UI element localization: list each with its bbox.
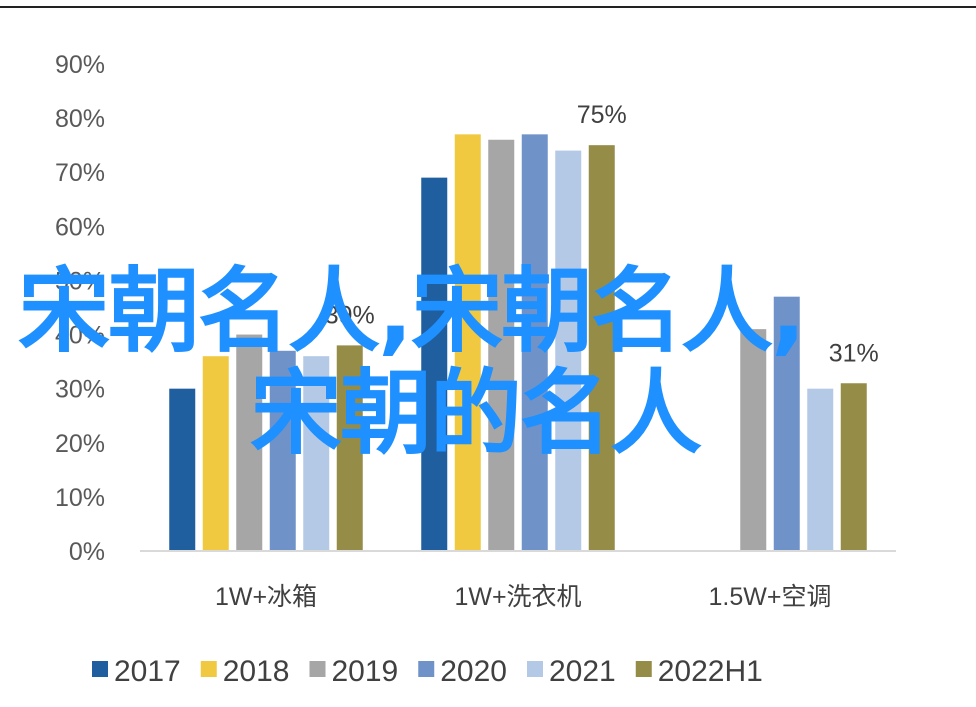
legend-label: 2017 [114, 655, 181, 688]
bar-2021 [555, 150, 582, 552]
legend-item-2017: 2017 [92, 655, 181, 688]
bar-2019 [488, 139, 515, 551]
data-label: 31% [829, 339, 879, 367]
legend-item-2020: 2020 [418, 655, 507, 688]
y-tick-label: 40% [55, 322, 105, 350]
y-axis: 0% 10% 20% 30% 40% 50% 60% 70% 80% 90% [55, 51, 105, 566]
legend-label: 2022H1 [658, 655, 763, 688]
legend-label: 2019 [332, 655, 399, 688]
legend-swatch [92, 661, 108, 677]
bar-2018 [202, 356, 229, 551]
bar-2021 [807, 388, 834, 551]
y-tick-label: 90% [55, 51, 105, 79]
bar-2018 [454, 134, 481, 551]
bar-2019 [740, 329, 767, 551]
legend-swatch [635, 661, 652, 677]
bar-2017 [169, 388, 196, 551]
legend-label: 2021 [549, 655, 616, 688]
x-axis-categories: 1W+冰箱 1W+洗衣机 1.5W+空调 [215, 583, 832, 611]
data-labels: 39% 75% 31% [325, 101, 879, 367]
bar-2020 [773, 296, 800, 551]
legend-swatch [200, 661, 217, 677]
legend-item-2019: 2019 [309, 655, 399, 688]
y-tick-label: 20% [55, 430, 105, 458]
bar-2017 [421, 177, 448, 551]
data-label: 75% [577, 101, 627, 129]
y-tick-label: 80% [55, 105, 105, 133]
bar-2022H1 [588, 145, 615, 551]
bar-2021 [303, 356, 330, 551]
legend-swatch [527, 661, 543, 677]
legend-swatch [309, 661, 326, 677]
bars [169, 134, 867, 552]
y-tick-label: 50% [55, 267, 105, 295]
top-border-line [0, 6, 976, 8]
overlay-title-line-2: 宋朝的名人 [250, 360, 702, 467]
overlay-title-line-1: 宋朝名人,宋朝名人, [18, 258, 806, 365]
legend-label: 2020 [440, 655, 507, 688]
bar-2022H1 [840, 383, 867, 551]
legend-label: 2018 [223, 655, 290, 688]
x-category-label: 1W+洗衣机 [454, 583, 581, 611]
bar-2020 [269, 350, 296, 551]
legend-swatch [418, 661, 435, 677]
y-tick-label: 60% [55, 213, 105, 241]
y-tick-label: 0% [69, 538, 105, 566]
y-tick-label: 30% [55, 376, 105, 404]
x-category-label: 1.5W+空调 [709, 583, 832, 611]
y-tick-label: 10% [55, 484, 105, 512]
bar-2022H1 [336, 345, 363, 551]
data-label: 39% [325, 301, 375, 329]
y-tick-label: 70% [55, 159, 105, 187]
legend-item-2021: 2021 [527, 655, 616, 688]
legend-item-2022H1: 2022H1 [635, 655, 763, 688]
legend-item-2018: 2018 [200, 655, 290, 688]
bar-2020 [521, 134, 548, 551]
legend: 2017 2018 2019 2020 2021 2022H1 [92, 655, 763, 688]
x-category-label: 1W+冰箱 [215, 583, 317, 611]
bar-2019 [236, 334, 263, 551]
